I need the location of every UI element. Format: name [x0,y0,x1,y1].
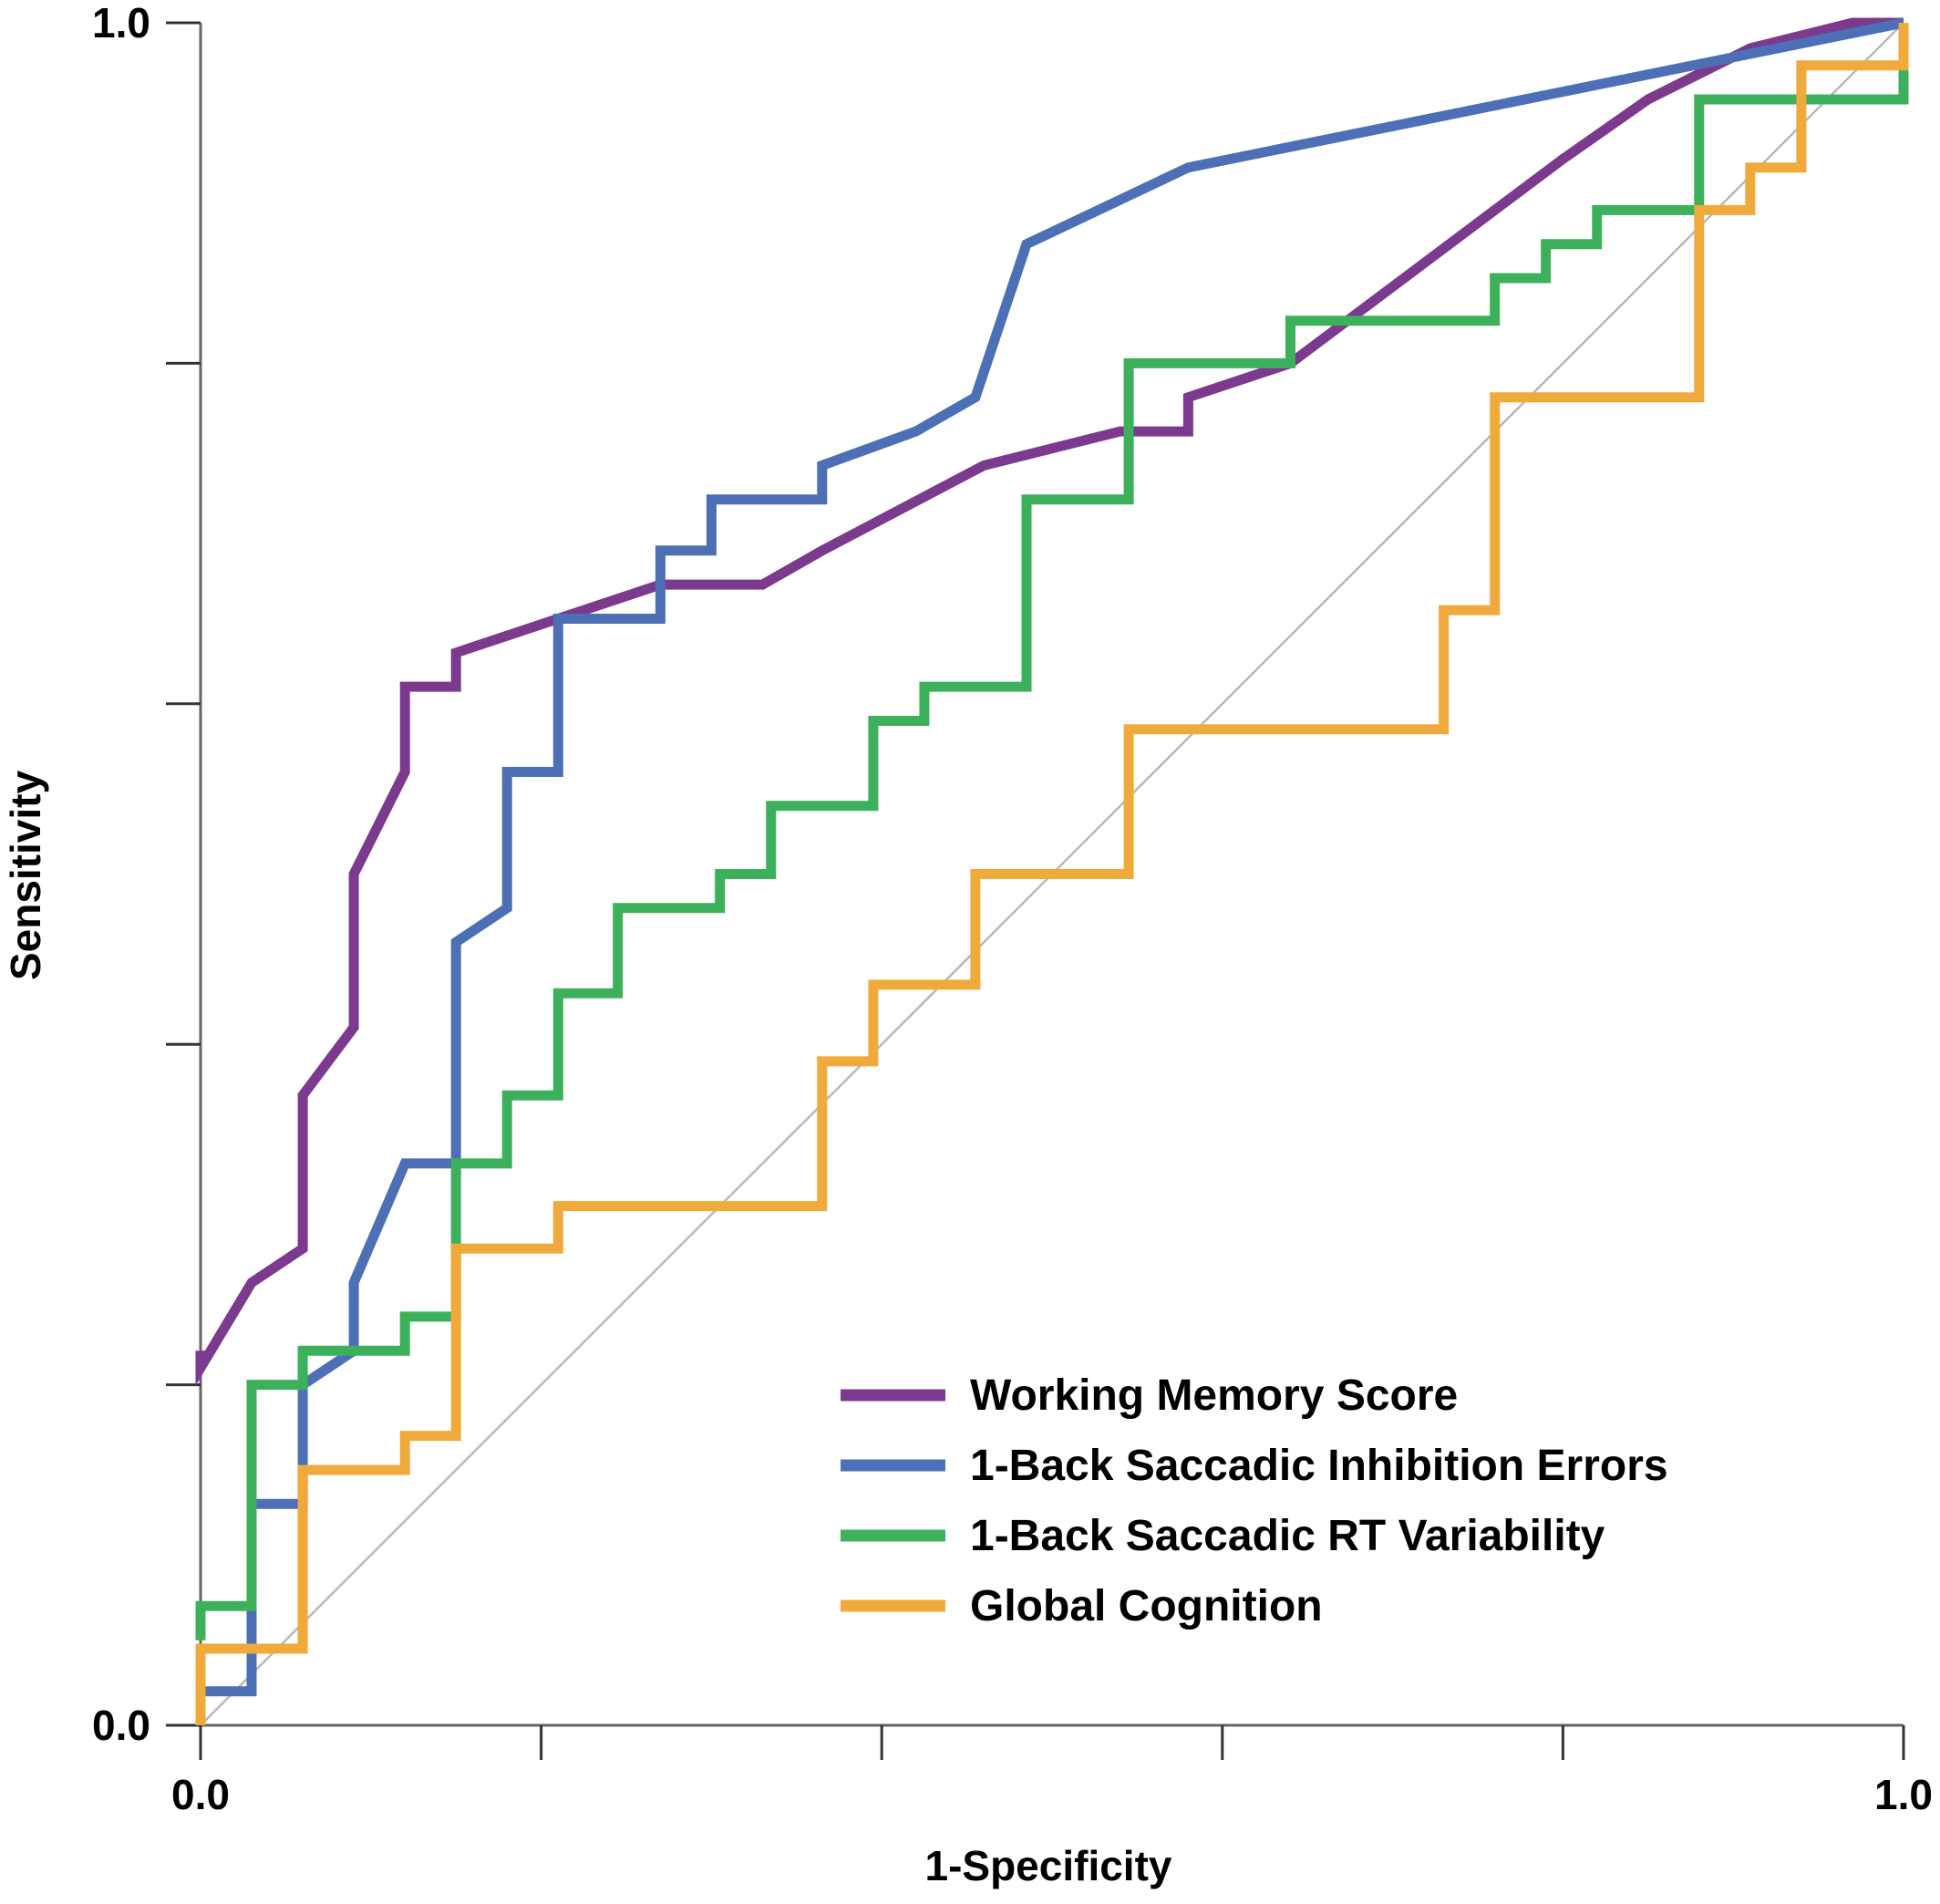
legend-label-4: Global Cognition [970,1582,1323,1630]
series-group [195,17,1909,1725]
y-tick-label: 0.0 [92,1702,150,1749]
tick-labels-group: 0.0 1.0 0.0 1.0 [92,0,1933,1818]
legend-label-3: 1-Back Saccadic RT Variability [970,1512,1605,1560]
y-tick-label: 1.0 [92,0,150,47]
x-tick-label: 0.0 [171,1771,230,1818]
series-line-4 [195,23,1909,1725]
series-line-3 [195,57,1909,1640]
x-tick-label: 1.0 [1874,1771,1933,1818]
legend-label-2: 1-Back Saccadic Inhibition Errors [970,1442,1668,1490]
axes-group [166,21,1905,1760]
x-axis-label: 1-Specificity [925,1842,1172,1889]
legend-label-1: Working Memory Score [970,1371,1458,1420]
y-axis-label: Sensitivity [2,771,49,981]
legend: Working Memory Score 1-Back Saccadic Inhi… [841,1371,1668,1630]
